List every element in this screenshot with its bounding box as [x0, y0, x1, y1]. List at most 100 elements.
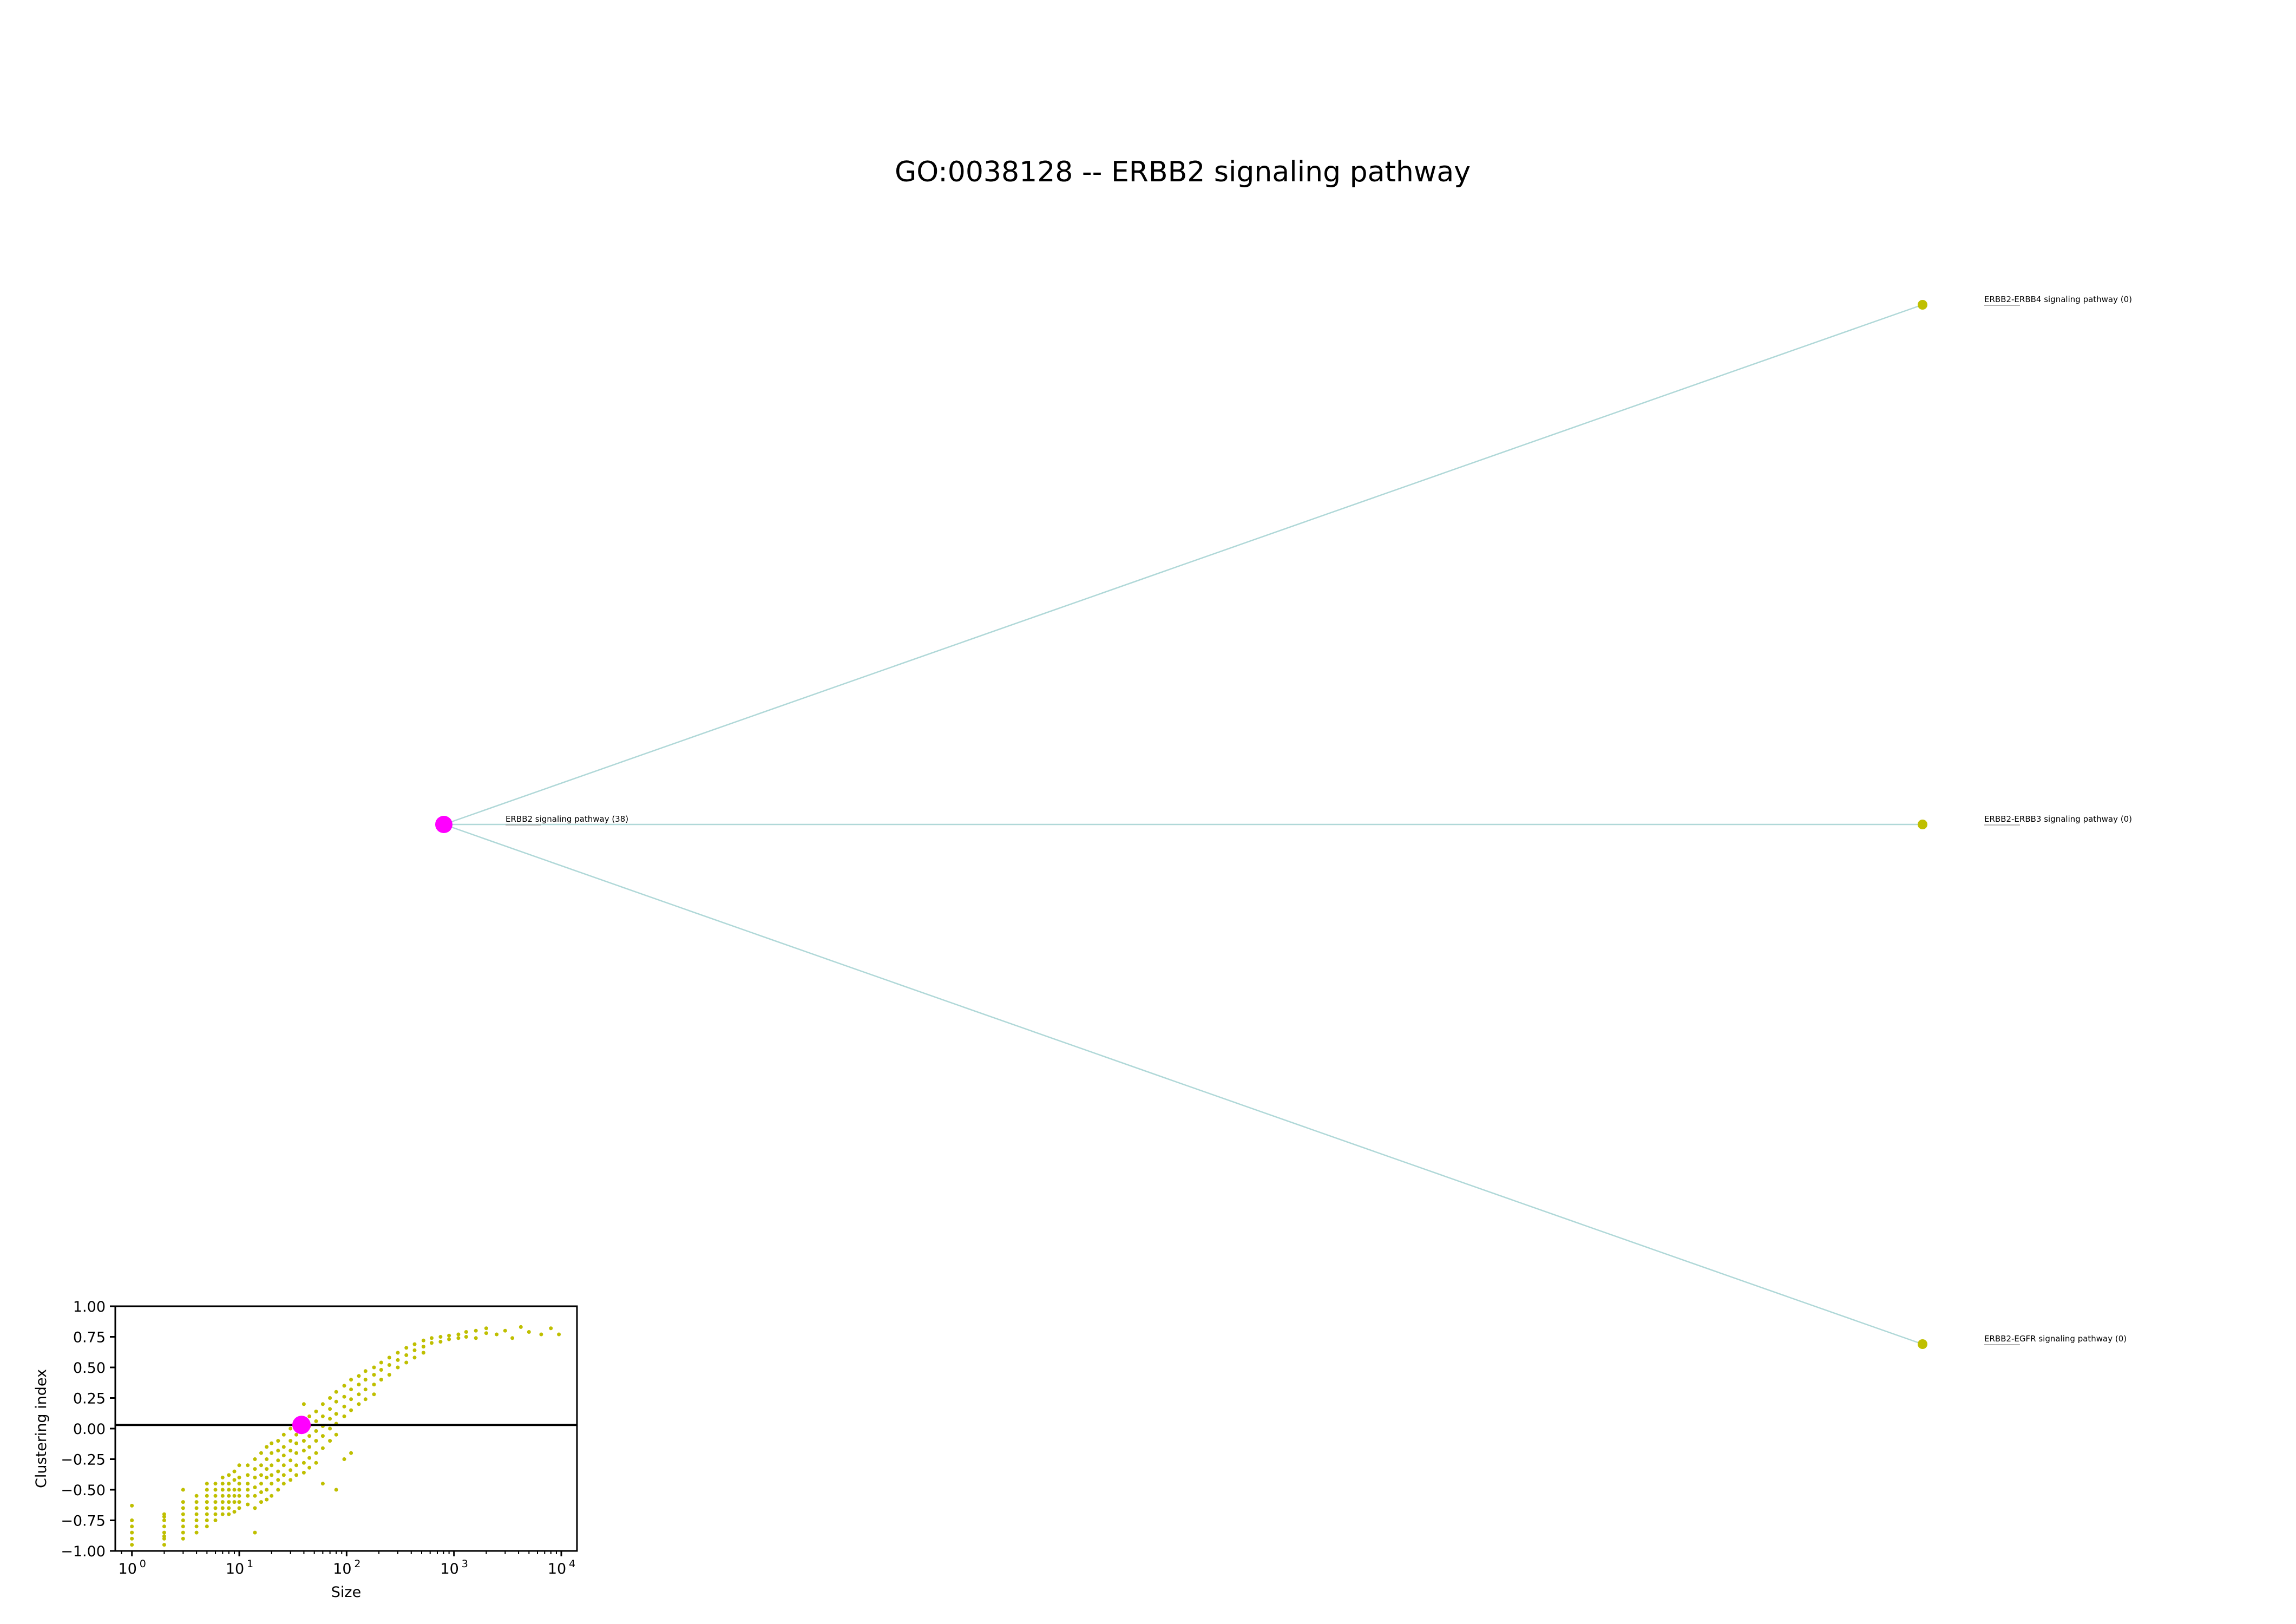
child-node-erbb4[interactable] — [1918, 300, 1927, 310]
scatter-point — [181, 1488, 185, 1492]
scatter-point — [238, 1476, 241, 1479]
scatter-point — [276, 1470, 280, 1474]
scatter-point — [205, 1524, 209, 1528]
scatter-point — [484, 1326, 488, 1330]
scatter-point — [282, 1445, 286, 1449]
scatter-point — [282, 1482, 286, 1485]
scatter-point — [334, 1390, 338, 1394]
scatter-point — [314, 1451, 318, 1455]
scatter-point — [233, 1478, 237, 1482]
scatter-point — [130, 1518, 134, 1522]
scatter-point — [276, 1478, 280, 1482]
scatter-point — [288, 1478, 292, 1482]
x-tick-exponent: 0 — [140, 1558, 146, 1570]
scatter-point — [321, 1415, 325, 1418]
child-node-erbb3[interactable] — [1918, 820, 1927, 829]
scatter-point — [195, 1531, 199, 1535]
x-tick-exponent: 2 — [354, 1558, 360, 1570]
scatter-point — [484, 1331, 488, 1335]
scatter-point — [404, 1361, 408, 1365]
scatter-point — [265, 1498, 268, 1502]
scatter-point — [181, 1524, 185, 1528]
scatter-point — [321, 1402, 325, 1406]
scatter-point — [221, 1482, 225, 1485]
scatter-point — [246, 1494, 250, 1498]
scatter-point — [288, 1427, 292, 1431]
scatter-point — [162, 1534, 166, 1538]
scatter-point — [276, 1458, 280, 1462]
scatter-point — [130, 1543, 134, 1547]
child-node-label-erbb4: ERBB2-ERBB4 signaling pathway (0) — [1984, 294, 2132, 304]
scatter-point — [302, 1461, 306, 1465]
scatter-point — [233, 1500, 237, 1504]
scatter-point — [413, 1355, 417, 1359]
scatter-point — [349, 1378, 353, 1381]
x-tick-label: 10 — [226, 1561, 244, 1577]
y-tick-label: 0.25 — [73, 1391, 106, 1407]
scatter-point — [246, 1488, 250, 1492]
x-tick-label: 10 — [548, 1561, 566, 1577]
scatter-point — [195, 1494, 199, 1498]
y-tick-label: 0.00 — [73, 1421, 106, 1438]
scatter-point — [396, 1358, 400, 1362]
scatter-point — [456, 1336, 460, 1340]
scatter-point — [221, 1500, 225, 1504]
scatter-point — [162, 1515, 166, 1518]
scatter-point — [253, 1494, 257, 1498]
scatter-point — [294, 1442, 298, 1445]
scatter-point — [195, 1518, 199, 1522]
scatter-point — [314, 1429, 318, 1433]
scatter-point — [307, 1456, 311, 1460]
scatter-point — [519, 1325, 523, 1329]
scatter-point — [221, 1494, 225, 1498]
scatter-point — [307, 1445, 311, 1449]
scatter-point — [328, 1417, 332, 1420]
scatter-point — [253, 1457, 257, 1461]
scatter-point — [357, 1402, 361, 1406]
scatter-point — [474, 1336, 478, 1340]
scatter-point — [343, 1395, 346, 1399]
scatter-point — [343, 1457, 346, 1461]
scatter-point — [438, 1335, 442, 1339]
scatter-point — [302, 1402, 306, 1406]
x-axis-ticks: 10 0 10 1 10 2 10 3 10 4 — [119, 1551, 576, 1577]
scatter-point — [233, 1488, 237, 1492]
scatter-point — [307, 1466, 311, 1470]
scatter-point — [205, 1482, 209, 1485]
child-node-egfr[interactable] — [1918, 1339, 1927, 1349]
scatter-point — [238, 1506, 241, 1510]
scatter-point — [195, 1506, 199, 1510]
root-node[interactable] — [435, 816, 452, 833]
inset-scatter-plot: 10 0 10 1 10 2 10 3 10 4 1.000.750.500.250.00−0.2… — [33, 1299, 577, 1601]
scatter-points — [130, 1325, 561, 1547]
scatter-point — [302, 1449, 306, 1452]
scatter-point — [227, 1482, 231, 1485]
scatter-point — [265, 1457, 268, 1461]
scatter-point — [130, 1537, 134, 1541]
y-tick-label: −0.25 — [61, 1452, 106, 1469]
scatter-point — [246, 1463, 250, 1467]
y-tick-label: 0.50 — [73, 1360, 106, 1377]
scatter-point — [253, 1531, 257, 1535]
scatter-point — [130, 1524, 134, 1528]
figure-title: GO:0038128 -- ERBB2 signaling pathway — [895, 156, 1471, 188]
graph-node-labels: ERBB2 signaling pathway (38) ERBB2-ERBB4… — [506, 294, 2132, 1345]
y-tick-label: −0.75 — [61, 1513, 106, 1530]
scatter-point — [214, 1500, 218, 1504]
scatter-point — [503, 1329, 507, 1333]
x-tick-exponent: 1 — [247, 1558, 253, 1570]
y-tick-label: 1.00 — [73, 1299, 106, 1315]
scatter-point — [205, 1494, 209, 1498]
scatter-point — [321, 1482, 325, 1485]
scatter-point — [288, 1468, 292, 1472]
scatter-point — [253, 1467, 257, 1471]
scatter-point — [422, 1339, 425, 1343]
scatter-point — [294, 1463, 298, 1467]
scatter-point — [221, 1512, 225, 1516]
scatter-point — [314, 1461, 318, 1465]
scatter-point — [364, 1378, 368, 1381]
scatter-point — [238, 1463, 241, 1467]
child-node-label-egfr: ERBB2-EGFR signaling pathway (0) — [1984, 1334, 2127, 1344]
scatter-point — [447, 1334, 451, 1338]
